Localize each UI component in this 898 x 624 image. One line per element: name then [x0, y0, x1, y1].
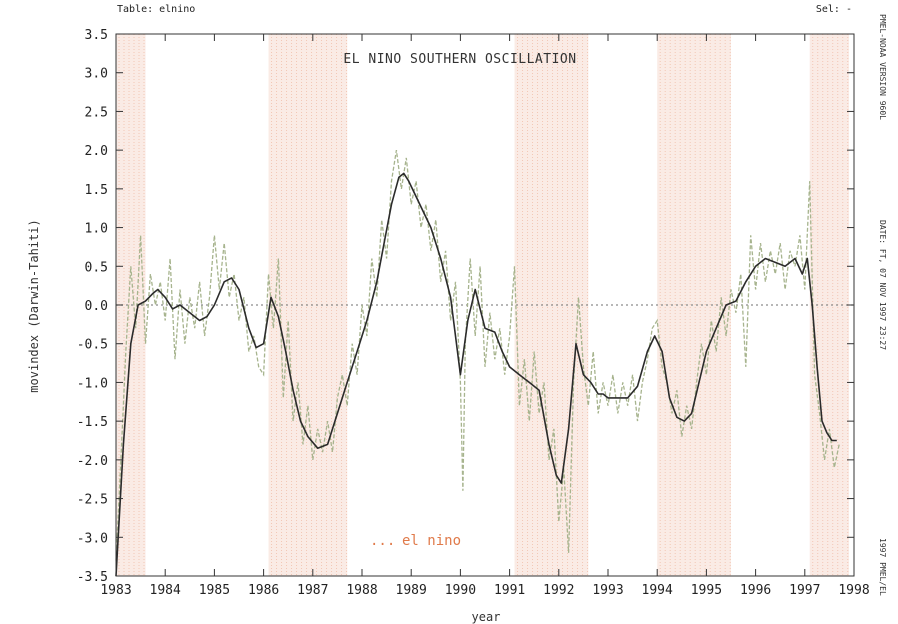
el-nino-band: [657, 34, 731, 576]
y-tick-label: -2.5: [77, 493, 108, 508]
y-tick-label: 3.5: [85, 28, 108, 43]
x-tick-label: 1984: [150, 583, 181, 598]
x-tick-label: 1995: [691, 583, 722, 598]
y-axis-label: movindex (Darwin-Tahiti): [27, 219, 41, 392]
x-tick-label: 1990: [445, 583, 476, 598]
y-tick-label: 3.0: [85, 67, 108, 82]
y-tick-label: -3.5: [77, 570, 108, 585]
x-tick-label: 1994: [642, 583, 673, 598]
x-tick-label: 1996: [740, 583, 771, 598]
x-tick-label: 1986: [248, 583, 279, 598]
side-label-date: DATE: FT, 07 NOV 1997 23:27: [878, 220, 887, 350]
y-tick-label: -2.0: [77, 454, 108, 469]
raw-series-line: [115, 149, 840, 561]
y-tick-label: -1.0: [77, 376, 108, 391]
table-label: Table: elnino: [117, 4, 195, 15]
y-axis-ticks: 3.5 3.0 2.5 2.0 1.5 1.0 0.5 0.0 -0.5 -1.0 -1.5 -2.0…: [77, 28, 854, 585]
chart-title: EL NINO SOUTHERN OSCILLATION: [343, 52, 576, 67]
selection-label: Sel: -: [816, 4, 852, 15]
x-tick-label: 1993: [592, 583, 623, 598]
y-tick-label: -0.5: [77, 338, 108, 353]
side-label-version: PMEL-NOAA VERSION 960L: [878, 14, 887, 120]
x-tick-label: 1983: [100, 583, 131, 598]
x-tick-label: 1998: [838, 583, 869, 598]
y-tick-label: 1.0: [85, 222, 108, 237]
x-axis-label: year: [472, 610, 501, 624]
legend-marker: ...: [370, 533, 395, 549]
x-tick-label: 1985: [199, 583, 230, 598]
x-tick-label: 1992: [543, 583, 574, 598]
x-tick-label: 1987: [297, 583, 328, 598]
y-tick-label: 2.5: [85, 105, 108, 120]
side-label-credit: 1997 PMEL/EL: [878, 538, 887, 596]
raw-series-layer: [115, 149, 840, 561]
y-tick-label: 0.5: [85, 260, 108, 275]
y-tick-label: 1.5: [85, 183, 108, 198]
y-tick-label: -1.5: [77, 415, 108, 430]
x-tick-label: 1988: [346, 583, 377, 598]
x-tick-label: 1989: [396, 583, 427, 598]
y-tick-label: -3.0: [77, 531, 108, 546]
smoothed-series-layer: [115, 172, 837, 577]
x-tick-label: 1997: [789, 583, 820, 598]
x-tick-label: 1991: [494, 583, 525, 598]
legend-label-el-nino: el nino: [402, 533, 461, 549]
y-tick-label: 2.0: [85, 144, 108, 159]
x-axis-ticks: 1983 1984 1985 1986 1987 1988 1989 1990 1991 1992…: [100, 34, 870, 598]
smoothed-series-line: [115, 172, 837, 577]
y-tick-label: 0.0: [85, 299, 108, 314]
